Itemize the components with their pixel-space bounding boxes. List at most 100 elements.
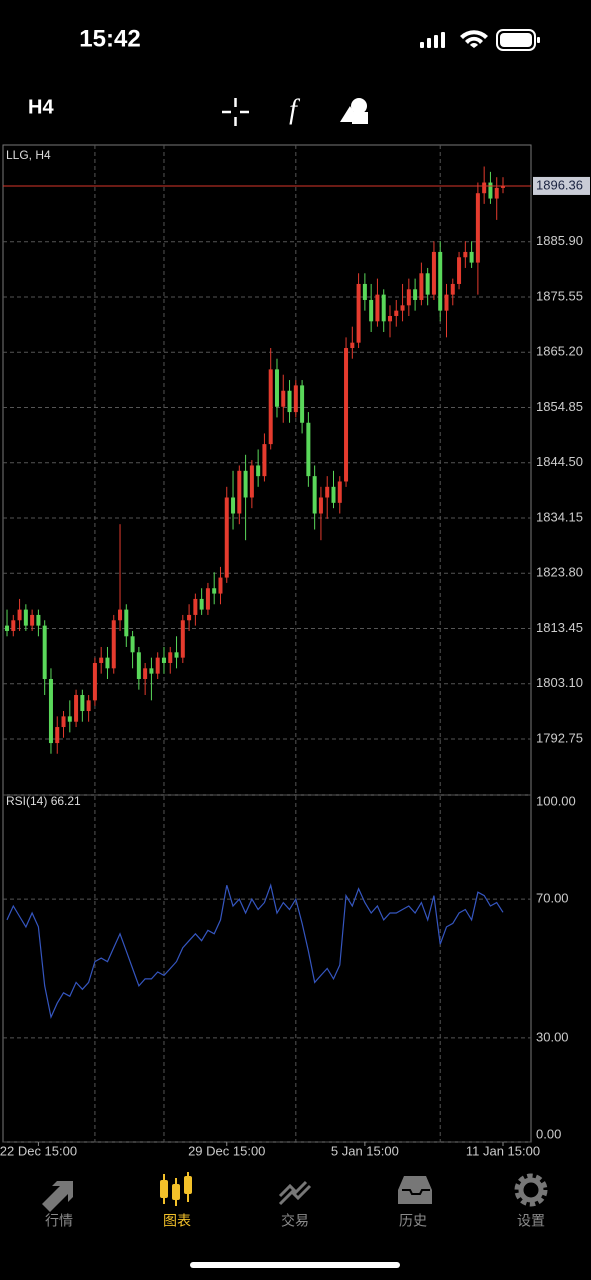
candle-body [231, 497, 236, 514]
settings-tab[interactable]: 设置 [514, 1173, 548, 1229]
y-tick-label: 1792.75 [536, 730, 583, 745]
candle-body [111, 620, 116, 669]
candle-body [312, 476, 317, 514]
candle-body [67, 716, 72, 722]
candle-body [48, 678, 53, 744]
candle-body [118, 609, 123, 621]
candle-body [268, 369, 273, 445]
y-tick-label: 100.00 [536, 793, 576, 808]
y-tick-label: 70.00 [536, 891, 569, 906]
candle-body [212, 588, 217, 594]
candle-body [406, 289, 411, 306]
candle-body [293, 385, 298, 413]
y-tick-label: 1844.50 [536, 454, 583, 469]
rsi-line [6, 883, 504, 1020]
candle-body [325, 486, 330, 498]
candle-body [174, 652, 179, 658]
tab-label: 交易 [281, 1213, 309, 1229]
candle-body [193, 598, 198, 615]
x-tick-label: 5 Jan 15:00 [331, 1143, 399, 1158]
candle-body [36, 614, 41, 626]
candle-body [161, 657, 166, 663]
candle-body [350, 342, 355, 349]
candle-body [149, 668, 154, 674]
candle-body [394, 310, 399, 316]
candle-body [287, 390, 292, 413]
candle-body [463, 251, 468, 258]
status-time: 15:42 [79, 25, 140, 52]
candle-body [105, 657, 110, 669]
candle-body [237, 470, 242, 514]
candle-body [155, 657, 160, 674]
y-tick-label: 1834.15 [536, 509, 583, 524]
tab-bar: 行情 图表 交易 历史 设置 [42, 1172, 548, 1229]
candle-body [274, 369, 279, 407]
tab-label: 历史 [399, 1213, 427, 1229]
candle-body [199, 598, 204, 610]
candle-body [30, 614, 35, 626]
candle-body [494, 187, 499, 199]
price-tag [533, 176, 590, 195]
candle-body [224, 497, 229, 578]
y-tick-label: 0.00 [536, 1126, 561, 1141]
candle-body [444, 294, 449, 311]
y-tick-label: 1823.80 [536, 565, 583, 580]
history-tab[interactable]: 历史 [398, 1176, 432, 1229]
candle-body [375, 294, 380, 322]
candle-body [86, 700, 91, 712]
candle-body [356, 283, 361, 343]
candle-body [99, 657, 104, 663]
candle-body [400, 305, 405, 311]
timeframe-button[interactable]: H4 [28, 96, 54, 118]
chart-tab[interactable]: 图表 [160, 1172, 192, 1229]
candle-body [262, 444, 267, 477]
x-tick-label: 29 Dec 15:00 [188, 1143, 265, 1158]
candle-body [281, 390, 286, 407]
y-tick-label: 1813.45 [536, 620, 583, 635]
y-tick-label: 1865.20 [536, 344, 583, 359]
candle-body [11, 620, 16, 631]
candle-body [17, 609, 22, 621]
candle-body [413, 289, 418, 300]
candle-body [475, 193, 480, 263]
indicator-button[interactable]: f [289, 94, 300, 125]
candle-body [419, 273, 424, 300]
candle-body [450, 283, 455, 295]
chart-frame [2, 144, 532, 1143]
home-indicator [190, 1262, 400, 1268]
y-tick-label: 30.00 [536, 1029, 569, 1044]
chart-title: LLG, H4 [6, 148, 51, 162]
tab-label: 设置 [517, 1213, 545, 1229]
y-tick-label: 1854.85 [536, 399, 583, 414]
candle-body [500, 185, 505, 188]
candle-body [381, 294, 386, 322]
candle-body [168, 652, 173, 663]
candle-body [488, 182, 493, 199]
tab-label: 图表 [163, 1213, 191, 1229]
chart-area: 1885.90 1875.55 1865.20 1854.85 1844.50 1834.… [0, 144, 590, 1158]
candle-body [180, 620, 185, 658]
candle-body [5, 625, 10, 631]
candle-body [92, 662, 97, 701]
indicator-value: 66.21 [51, 794, 81, 808]
candle-body [61, 716, 66, 728]
candle-body [218, 577, 223, 594]
status-icons [420, 29, 540, 51]
price-tag-label: 1896.36 [536, 177, 583, 192]
quotes-tab[interactable]: 行情 [42, 1181, 73, 1229]
trade-tab[interactable]: 交易 [278, 1180, 312, 1229]
candle-body [300, 385, 305, 423]
candle-body [438, 251, 443, 311]
candle-body [42, 625, 47, 679]
candle-body [387, 315, 392, 322]
candle-body [130, 636, 135, 653]
objects-button[interactable] [340, 98, 368, 124]
candle-body [331, 486, 336, 503]
candle-body [369, 299, 374, 322]
candle-body [23, 609, 28, 626]
indicator-title: RSI(14) 66.21 [6, 794, 81, 808]
candle-body [143, 668, 148, 679]
crosshair-button[interactable] [222, 98, 249, 126]
